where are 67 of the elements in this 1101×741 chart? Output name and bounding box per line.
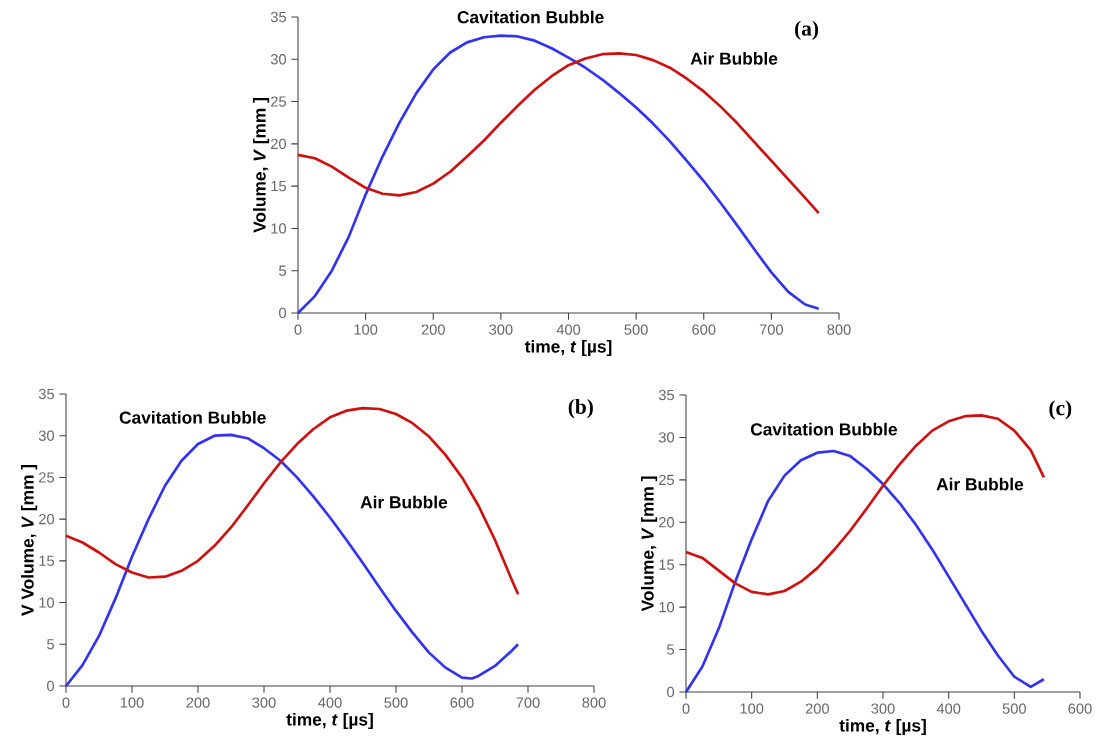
series-label: Air Bubble — [936, 477, 1024, 491]
x-tick-label: 500 — [1002, 703, 1026, 714]
x-tick-label: 300 — [871, 703, 895, 714]
x-axis-title: time, t [µs] — [839, 718, 926, 736]
line-series — [64, 433, 520, 688]
chart-title: (b) — [568, 398, 593, 419]
x-tick-label: 0 — [294, 324, 302, 335]
x-tick-label: 700 — [516, 697, 540, 708]
y-tick-label: 0 — [667, 686, 675, 698]
x-tick-label: 0 — [62, 697, 70, 708]
x-tick-label: 400 — [318, 697, 342, 708]
y-tick-label: 25 — [271, 96, 286, 107]
y-tick-label: 5 — [47, 639, 54, 650]
x-tick-label: 200 — [186, 697, 210, 708]
line-series — [64, 406, 520, 596]
x-tick-label: 200 — [421, 324, 445, 335]
x-tick-label: 400 — [556, 324, 581, 335]
series-label: Air Bubble — [360, 495, 448, 509]
x-tick-label: 600 — [1068, 703, 1092, 714]
y-tick-label: 20 — [271, 138, 287, 150]
x-tick-label: 300 — [489, 324, 513, 335]
y-tick-label: 30 — [38, 430, 55, 441]
y-axis-title: Volume, V [mm ] — [252, 98, 270, 233]
y-tick-label: 5 — [667, 644, 674, 655]
x-tick-label: 0 — [682, 703, 690, 714]
y-tick-label: 10 — [271, 223, 287, 234]
line-series — [684, 414, 1046, 596]
x-tick-label: 600 — [692, 324, 716, 335]
x-tick-label: 100 — [120, 697, 144, 708]
y-tick-label: 35 — [270, 11, 286, 23]
y-tick-label: 15 — [659, 559, 674, 570]
y-tick-label: 35 — [658, 389, 674, 401]
y-tick-label: 25 — [659, 474, 674, 486]
x-tick-label: 100 — [740, 703, 764, 714]
y-tick-label: 30 — [270, 54, 287, 65]
y-tick-label: 15 — [271, 181, 286, 192]
y-tick-label: 10 — [659, 601, 675, 613]
x-tick-label: 200 — [805, 703, 829, 714]
chart-title: (c) — [1049, 400, 1072, 420]
x-tick-label: 500 — [384, 697, 408, 708]
y-tick-label: 15 — [39, 555, 54, 566]
x-tick-label: 700 — [759, 324, 784, 335]
y-axis-title: V Volume, V [mm ] — [20, 464, 38, 616]
y-tick-label: 0 — [279, 307, 287, 319]
y-tick-label: 35 — [38, 388, 54, 400]
x-tick-label: 400 — [936, 703, 961, 714]
y-tick-label: 10 — [39, 597, 55, 608]
series-label: Cavitation Bubble — [457, 10, 604, 24]
series-label: Cavitation Bubble — [119, 410, 266, 424]
y-tick-label: 25 — [39, 472, 54, 483]
x-tick-label: 500 — [624, 324, 648, 335]
series-label: Air Bubble — [690, 52, 778, 65]
y-tick-label: 20 — [39, 513, 55, 525]
y-tick-label: 20 — [659, 517, 675, 528]
y-axis-title: Volume, V [mm ] — [640, 476, 658, 612]
y-tick-label: 5 — [279, 265, 286, 276]
chart-title: (a) — [795, 20, 819, 40]
x-tick-label: 800 — [827, 324, 851, 335]
x-axis-title: time, t [µs] — [286, 712, 373, 730]
x-tick-label: 300 — [252, 697, 276, 708]
x-tick-label: 800 — [582, 697, 606, 708]
x-axis-title: time, t [µs] — [524, 339, 612, 357]
x-tick-label: 600 — [450, 697, 474, 708]
series-label: Cavitation Bubble — [750, 422, 897, 436]
x-tick-label: 100 — [354, 324, 378, 335]
y-tick-label: 30 — [658, 432, 675, 443]
y-tick-label: 0 — [47, 680, 55, 692]
